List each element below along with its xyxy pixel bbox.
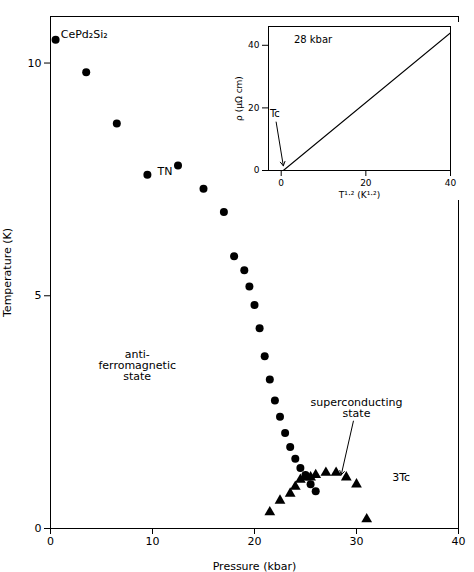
svg-text:0: 0 [254,165,260,175]
svg-text:TN: TN [157,165,173,178]
svg-text:40: 40 [445,178,457,188]
svg-text:0: 0 [35,522,42,535]
svg-text:0: 0 [278,178,284,188]
svg-text:40: 40 [248,40,260,50]
svg-text:CePd₂Si₂: CePd₂Si₂ [61,28,108,41]
svg-text:T¹·² (K¹·²): T¹·² (K¹·²) [338,190,380,200]
svg-text:30: 30 [350,535,364,548]
svg-text:ρ (μΩ cm): ρ (μΩ cm) [234,76,244,121]
svg-text:5: 5 [35,289,42,302]
svg-text:10: 10 [146,535,160,548]
svg-text:anti-ferromagneticstate: anti-ferromagneticstate [98,348,176,383]
svg-text:20: 20 [248,535,262,548]
svg-text:20: 20 [248,103,260,113]
svg-text:0: 0 [47,535,54,548]
svg-text:Pressure (kbar): Pressure (kbar) [213,560,297,572]
svg-text:40: 40 [452,535,466,548]
svg-text:superconductingstate: superconductingstate [311,396,403,420]
svg-text:Tc: Tc [269,108,280,119]
svg-text:20: 20 [360,178,372,188]
svg-text:10: 10 [28,57,42,70]
svg-text:28 kbar: 28 kbar [294,34,333,45]
svg-text:Temperature (K): Temperature (K) [1,228,14,318]
svg-text:3Tc: 3Tc [392,471,410,484]
